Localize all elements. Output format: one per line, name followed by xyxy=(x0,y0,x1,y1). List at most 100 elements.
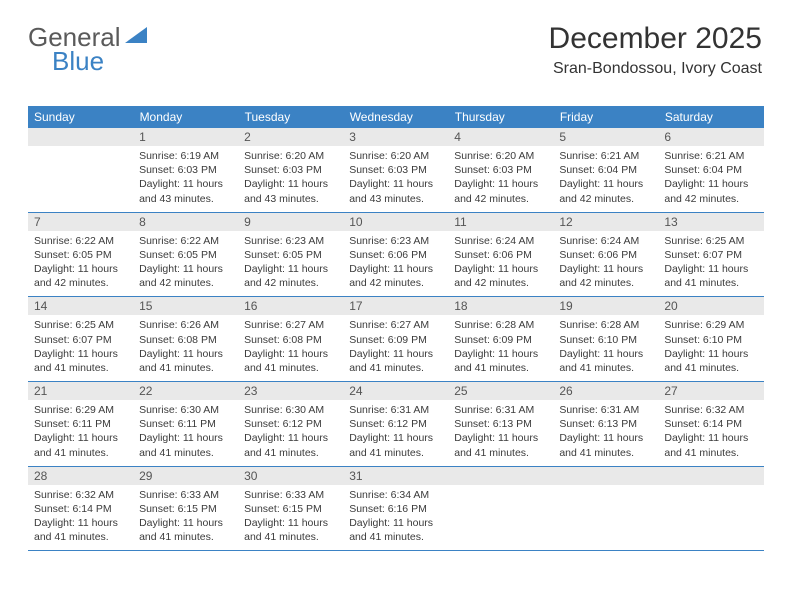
daylight-text: Daylight: 11 hours and 41 minutes. xyxy=(34,347,127,375)
sunset-text: Sunset: 6:08 PM xyxy=(139,333,232,347)
logo-triangle-icon xyxy=(125,25,147,45)
sunrise-text: Sunrise: 6:30 AM xyxy=(139,403,232,417)
day-cell: Sunrise: 6:21 AMSunset: 6:04 PMDaylight:… xyxy=(553,146,658,212)
day-number-row: 28293031 xyxy=(28,466,764,485)
weekday-header: Saturday xyxy=(658,106,763,128)
page-subtitle: Sran-Bondossou, Ivory Coast xyxy=(549,60,762,78)
day-cell: Sunrise: 6:20 AMSunset: 6:03 PMDaylight:… xyxy=(448,146,553,212)
sunset-text: Sunset: 6:07 PM xyxy=(34,333,127,347)
day-number xyxy=(658,466,763,485)
day-cell: Sunrise: 6:21 AMSunset: 6:04 PMDaylight:… xyxy=(658,146,763,212)
daylight-text: Daylight: 11 hours and 41 minutes. xyxy=(139,516,232,544)
day-cell: Sunrise: 6:23 AMSunset: 6:06 PMDaylight:… xyxy=(343,231,448,297)
daylight-text: Daylight: 11 hours and 42 minutes. xyxy=(664,177,757,205)
day-cell: Sunrise: 6:22 AMSunset: 6:05 PMDaylight:… xyxy=(133,231,238,297)
day-number: 4 xyxy=(448,128,553,146)
sunrise-text: Sunrise: 6:31 AM xyxy=(454,403,547,417)
sunrise-text: Sunrise: 6:33 AM xyxy=(244,488,337,502)
sunset-text: Sunset: 6:03 PM xyxy=(244,163,337,177)
sunset-text: Sunset: 6:03 PM xyxy=(454,163,547,177)
day-number: 22 xyxy=(133,382,238,401)
daylight-text: Daylight: 11 hours and 41 minutes. xyxy=(244,347,337,375)
day-number: 14 xyxy=(28,297,133,316)
weekday-header: Wednesday xyxy=(343,106,448,128)
day-number: 24 xyxy=(343,382,448,401)
day-number: 12 xyxy=(553,212,658,231)
day-number: 11 xyxy=(448,212,553,231)
day-number: 27 xyxy=(658,382,763,401)
daylight-text: Daylight: 11 hours and 42 minutes. xyxy=(34,262,127,290)
sunrise-text: Sunrise: 6:28 AM xyxy=(559,318,652,332)
day-cell: Sunrise: 6:28 AMSunset: 6:10 PMDaylight:… xyxy=(553,315,658,381)
day-cell xyxy=(658,485,763,551)
sunrise-text: Sunrise: 6:23 AM xyxy=(349,234,442,248)
day-number: 25 xyxy=(448,382,553,401)
day-number: 13 xyxy=(658,212,763,231)
day-cell: Sunrise: 6:24 AMSunset: 6:06 PMDaylight:… xyxy=(553,231,658,297)
day-number-row: 14151617181920 xyxy=(28,297,764,316)
sunrise-text: Sunrise: 6:20 AM xyxy=(244,149,337,163)
sunset-text: Sunset: 6:04 PM xyxy=(559,163,652,177)
day-number: 18 xyxy=(448,297,553,316)
day-number xyxy=(553,466,658,485)
daylight-text: Daylight: 11 hours and 41 minutes. xyxy=(559,347,652,375)
sunset-text: Sunset: 6:15 PM xyxy=(244,502,337,516)
daylight-text: Daylight: 11 hours and 43 minutes. xyxy=(139,177,232,205)
sunset-text: Sunset: 6:11 PM xyxy=(34,417,127,431)
sunset-text: Sunset: 6:05 PM xyxy=(34,248,127,262)
daylight-text: Daylight: 11 hours and 41 minutes. xyxy=(349,431,442,459)
day-cell: Sunrise: 6:30 AMSunset: 6:11 PMDaylight:… xyxy=(133,400,238,466)
day-number: 21 xyxy=(28,382,133,401)
sunrise-text: Sunrise: 6:27 AM xyxy=(349,318,442,332)
day-number: 29 xyxy=(133,466,238,485)
daylight-text: Daylight: 11 hours and 41 minutes. xyxy=(244,516,337,544)
day-cell: Sunrise: 6:30 AMSunset: 6:12 PMDaylight:… xyxy=(238,400,343,466)
day-number: 17 xyxy=(343,297,448,316)
sunrise-text: Sunrise: 6:19 AM xyxy=(139,149,232,163)
day-content-row: Sunrise: 6:25 AMSunset: 6:07 PMDaylight:… xyxy=(28,315,764,381)
daylight-text: Daylight: 11 hours and 41 minutes. xyxy=(139,347,232,375)
sunrise-text: Sunrise: 6:21 AM xyxy=(559,149,652,163)
sunrise-text: Sunrise: 6:32 AM xyxy=(664,403,757,417)
day-number-row: 123456 xyxy=(28,128,764,146)
day-number: 8 xyxy=(133,212,238,231)
day-number: 1 xyxy=(133,128,238,146)
day-number: 20 xyxy=(658,297,763,316)
day-cell: Sunrise: 6:24 AMSunset: 6:06 PMDaylight:… xyxy=(448,231,553,297)
sunset-text: Sunset: 6:09 PM xyxy=(349,333,442,347)
day-cell: Sunrise: 6:25 AMSunset: 6:07 PMDaylight:… xyxy=(658,231,763,297)
daylight-text: Daylight: 11 hours and 41 minutes. xyxy=(664,431,757,459)
sunset-text: Sunset: 6:06 PM xyxy=(349,248,442,262)
sunrise-text: Sunrise: 6:29 AM xyxy=(34,403,127,417)
day-cell: Sunrise: 6:31 AMSunset: 6:12 PMDaylight:… xyxy=(343,400,448,466)
sunrise-text: Sunrise: 6:20 AM xyxy=(349,149,442,163)
daylight-text: Daylight: 11 hours and 41 minutes. xyxy=(664,347,757,375)
sunrise-text: Sunrise: 6:23 AM xyxy=(244,234,337,248)
day-cell: Sunrise: 6:26 AMSunset: 6:08 PMDaylight:… xyxy=(133,315,238,381)
sunset-text: Sunset: 6:11 PM xyxy=(139,417,232,431)
sunset-text: Sunset: 6:10 PM xyxy=(559,333,652,347)
sunrise-text: Sunrise: 6:21 AM xyxy=(664,149,757,163)
sunset-text: Sunset: 6:08 PM xyxy=(244,333,337,347)
day-number-row: 21222324252627 xyxy=(28,382,764,401)
sunrise-text: Sunrise: 6:31 AM xyxy=(559,403,652,417)
weekday-header: Thursday xyxy=(448,106,553,128)
day-content-row: Sunrise: 6:19 AM Sunset: 6:03 PM Daylight:… xyxy=(28,146,764,212)
day-cell: Sunrise: 6:20 AMSunset: 6:03 PMDaylight:… xyxy=(238,146,343,212)
sunset-text: Sunset: 6:04 PM xyxy=(664,163,757,177)
daylight-text: Daylight: 11 hours and 41 minutes. xyxy=(454,347,547,375)
day-number xyxy=(448,466,553,485)
sunset-text: Sunset: 6:05 PM xyxy=(244,248,337,262)
day-cell xyxy=(553,485,658,551)
sunset-text: Sunset: 6:13 PM xyxy=(559,417,652,431)
day-number: 3 xyxy=(343,128,448,146)
day-number: 5 xyxy=(553,128,658,146)
day-cell: Sunrise: 6:19 AMSunset: 6:03 PMDaylight:… xyxy=(133,146,238,212)
daylight-text: Daylight: 11 hours and 43 minutes. xyxy=(349,177,442,205)
sunrise-text: Sunrise: 6:30 AM xyxy=(244,403,337,417)
daylight-text: Daylight: 11 hours and 42 minutes. xyxy=(244,262,337,290)
weekday-header: Monday xyxy=(133,106,238,128)
sunrise-text: Sunrise: 6:25 AM xyxy=(664,234,757,248)
day-cell: Sunrise: 6:28 AMSunset: 6:09 PMDaylight:… xyxy=(448,315,553,381)
day-cell: Sunrise: 6:29 AMSunset: 6:10 PMDaylight:… xyxy=(658,315,763,381)
